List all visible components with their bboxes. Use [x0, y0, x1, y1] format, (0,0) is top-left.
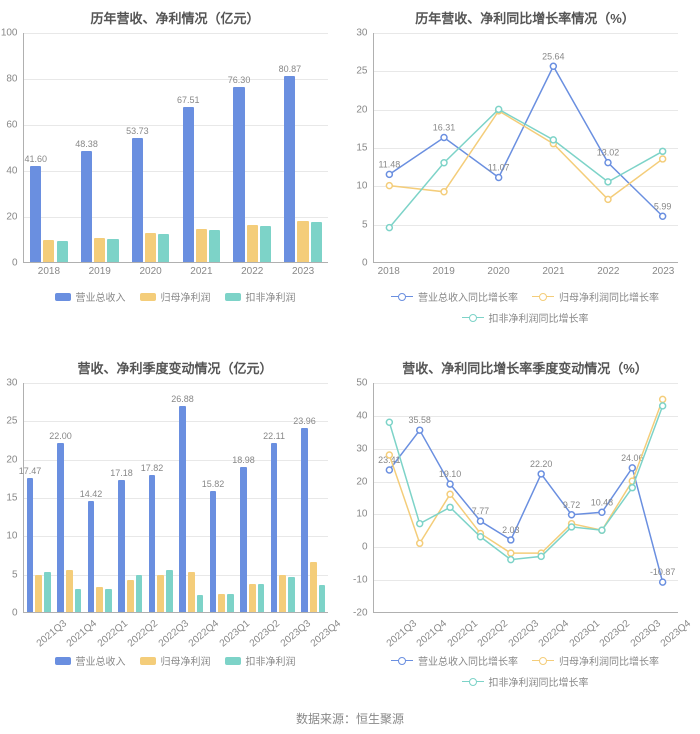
bar-np_adj — [288, 577, 295, 612]
legend-item: 归母净利润 — [140, 289, 211, 304]
bar-np_adj — [197, 595, 204, 612]
bar-np — [310, 562, 317, 612]
svg-text:16.31: 16.31 — [432, 123, 454, 133]
bar-np_adj — [44, 572, 51, 612]
svg-text:11.07: 11.07 — [487, 163, 509, 173]
chart-annual-values: 历年营收、净利情况（亿元） 02040608010020182019202020… — [0, 0, 350, 350]
bar-revenue — [57, 443, 64, 612]
bar-np_adj — [166, 570, 173, 612]
bar-revenue — [81, 151, 92, 262]
bar-revenue — [149, 475, 156, 612]
bar-revenue — [210, 491, 217, 612]
bar-np — [157, 575, 164, 612]
bar-np — [188, 572, 195, 612]
legend-item: 归母净利润同比增长率 — [532, 289, 659, 304]
svg-text:25.64: 25.64 — [542, 51, 564, 61]
legend-item: 营业总收入 — [55, 653, 126, 668]
svg-text:9.72: 9.72 — [562, 500, 579, 510]
bar-revenue — [118, 480, 125, 612]
svg-text:35.58: 35.58 — [408, 415, 430, 425]
bar-np_adj — [75, 589, 82, 612]
bar-np — [127, 580, 134, 612]
bar-np — [279, 575, 286, 612]
chart-quarterly-growth: 营收、净利同比增长率季度变动情况（%） -20-1001020304050202… — [350, 350, 700, 700]
svg-text:5.99: 5.99 — [653, 201, 670, 211]
legend-item: 营业总收入同比增长率 — [391, 289, 518, 304]
bar-np — [196, 229, 207, 262]
bar-np_adj — [57, 241, 68, 262]
bar-np_adj — [105, 589, 112, 612]
svg-text:22.20: 22.20 — [529, 459, 551, 469]
bar-revenue — [183, 107, 194, 262]
bar-revenue — [301, 428, 308, 612]
legend-item: 扣非净利润同比增长率 — [462, 310, 589, 325]
bar-revenue — [284, 76, 295, 262]
bar-np_adj — [158, 234, 169, 262]
legend-item: 营业总收入 — [55, 289, 126, 304]
bar-np — [145, 233, 156, 262]
bar-np — [94, 238, 105, 262]
svg-text:-10.87: -10.87 — [649, 567, 674, 577]
bar-np_adj — [136, 575, 143, 612]
bar-revenue — [30, 166, 41, 262]
legend-item: 归母净利润同比增长率 — [532, 653, 659, 668]
chart-title: 历年营收、净利情况（亿元） — [10, 8, 340, 27]
bar-np_adj — [260, 226, 271, 262]
legend-item: 扣非净利润 — [225, 653, 296, 668]
bar-np_adj — [311, 222, 322, 262]
legend-item: 扣非净利润同比增长率 — [462, 674, 589, 689]
bar-np_adj — [227, 594, 234, 612]
svg-text:19.10: 19.10 — [438, 469, 460, 479]
bar-np_adj — [258, 584, 265, 612]
chart-title: 营收、净利季度变动情况（亿元） — [10, 358, 340, 377]
svg-text:2.03: 2.03 — [502, 525, 519, 535]
bar-np_adj — [319, 585, 326, 612]
bar-revenue — [240, 467, 247, 613]
legend-item: 扣非净利润 — [225, 289, 296, 304]
bar-np — [43, 240, 54, 262]
svg-text:10.48: 10.48 — [590, 497, 612, 507]
bar-np — [249, 584, 256, 612]
bar-np — [218, 594, 225, 612]
chart-quarterly-values: 营收、净利季度变动情况（亿元） 0510152025302021Q32021Q4… — [0, 350, 350, 700]
bar-np — [35, 575, 42, 612]
svg-text:11.48: 11.48 — [378, 159, 400, 169]
svg-text:7.77: 7.77 — [471, 506, 488, 516]
chart-title: 历年营收、净利同比增长率情况（%） — [360, 8, 690, 27]
bar-np — [247, 225, 258, 262]
legend-item: 归母净利润 — [140, 653, 211, 668]
bar-revenue — [271, 443, 278, 613]
bar-np — [96, 587, 103, 612]
bar-np_adj — [107, 239, 118, 262]
bar-revenue — [132, 138, 143, 262]
chart-annual-growth: 历年营收、净利同比增长率情况（%） 0510152025302018201920… — [350, 0, 700, 350]
chart-grid: 历年营收、净利情况（亿元） 02040608010020182019202020… — [0, 0, 700, 700]
bar-np — [66, 570, 73, 612]
bar-revenue — [179, 406, 186, 612]
bar-np — [297, 221, 308, 262]
line-revenue — [389, 66, 662, 216]
bar-revenue — [88, 501, 95, 612]
data-source-label: 数据来源：恒生聚源 — [0, 700, 700, 727]
svg-text:13.02: 13.02 — [596, 148, 618, 158]
bar-revenue — [27, 478, 34, 612]
bar-np_adj — [209, 230, 220, 262]
bar-revenue — [233, 87, 244, 262]
chart-title: 营收、净利同比增长率季度变动情况（%） — [360, 358, 690, 377]
legend-item: 营业总收入同比增长率 — [391, 653, 518, 668]
